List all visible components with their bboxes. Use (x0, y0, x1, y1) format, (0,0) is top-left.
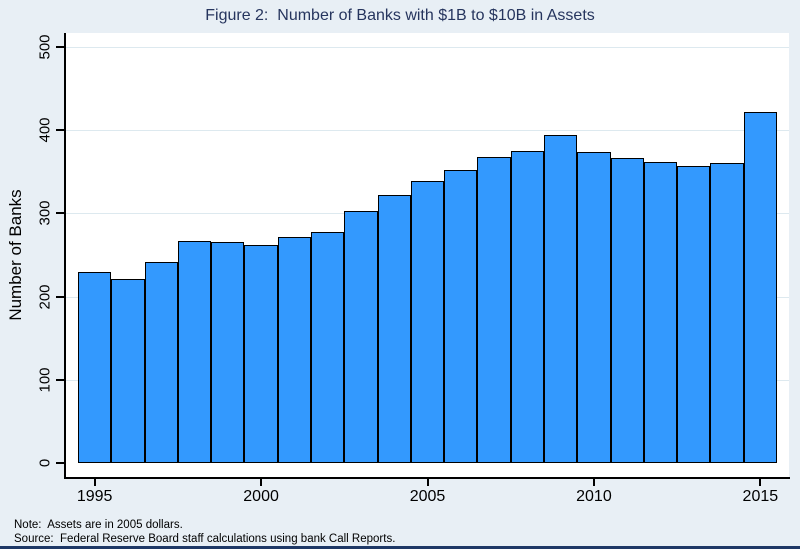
bar-2002 (311, 231, 345, 463)
y-tick-label-400: 400 (36, 117, 54, 143)
bar-2009 (544, 134, 578, 463)
y-tick-label-500: 500 (36, 34, 54, 60)
y-tick-label-0: 0 (36, 458, 54, 468)
y-tick-100 (56, 378, 65, 381)
y-tick-500 (56, 45, 65, 48)
bar-2003 (344, 210, 378, 463)
x-tick-label-2015: 2015 (742, 488, 779, 505)
bar-2000 (244, 244, 278, 463)
x-tick-1995 (93, 479, 96, 486)
figure-source: Source: Federal Reserve Board staff calc… (14, 533, 396, 545)
chart-title: Figure 2: Number of Banks with $1B to $1… (205, 7, 595, 24)
y-tick-label-200: 200 (36, 283, 54, 310)
y-axis-line (64, 33, 66, 479)
bar-2010 (577, 151, 611, 463)
x-tick-label-2005: 2005 (409, 488, 446, 505)
window-bottom-edge (0, 546, 800, 549)
bar-1998 (177, 240, 212, 463)
bar-2007 (477, 156, 511, 463)
gridline-400 (66, 130, 789, 131)
bar-2011 (610, 158, 644, 463)
y-tick-label-300: 300 (36, 200, 54, 226)
bar-2012 (643, 161, 678, 463)
bar-2015 (743, 111, 777, 463)
bar-2008 (510, 150, 544, 463)
y-tick-300 (56, 212, 65, 215)
y-tick-400 (56, 129, 65, 131)
y-tick-0 (56, 462, 65, 464)
bar-1995 (78, 272, 112, 463)
bar-2001 (277, 237, 311, 463)
bar-2006 (444, 169, 478, 463)
x-tick-2010 (592, 479, 595, 486)
y-axis-title: Number of Banks (6, 189, 25, 321)
bar-2004 (377, 194, 411, 463)
bar-2005 (410, 180, 445, 463)
bar-2014 (710, 163, 744, 463)
bar-2013 (677, 165, 711, 463)
bar-1999 (211, 241, 245, 463)
bar-1997 (144, 262, 178, 463)
x-tick-2015 (759, 479, 762, 486)
x-tick-2005 (426, 479, 429, 486)
plot-area (66, 33, 789, 477)
gridline-500 (66, 46, 789, 48)
y-tick-label-100: 100 (36, 367, 54, 393)
bar-1996 (111, 279, 145, 463)
x-axis-line (64, 477, 790, 479)
x-tick-label-2000: 2000 (243, 488, 279, 505)
figure-note: Note: Assets are in 2005 dollars. (14, 519, 183, 531)
x-tick-label-2010: 2010 (576, 488, 612, 505)
x-tick-2000 (260, 479, 263, 486)
y-tick-200 (56, 295, 65, 298)
x-tick-label-1995: 1995 (76, 488, 113, 505)
